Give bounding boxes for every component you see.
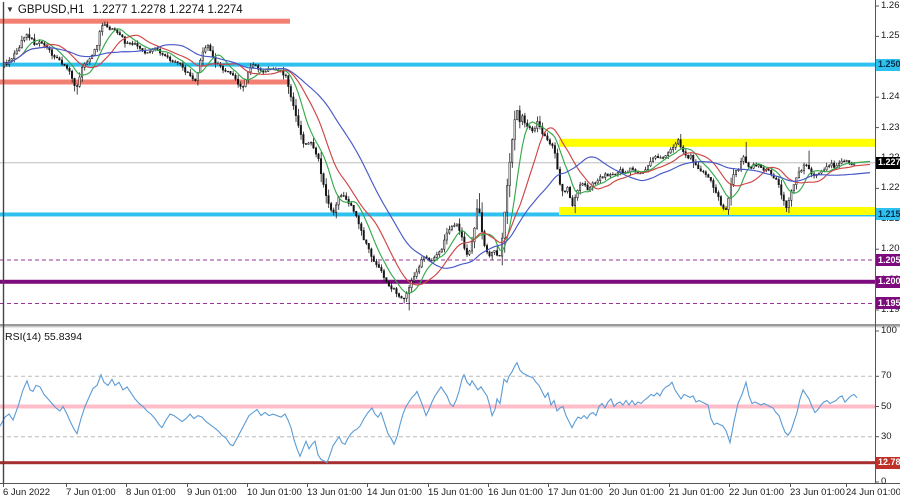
quote-values: 1.2277 1.2278 1.2274 1.2274	[92, 4, 243, 16]
rsi-line	[0, 361, 858, 464]
chart-header: ▼ GBPUSD,H1 1.2277 1.2278 1.2274 1.2274	[6, 4, 243, 16]
level-1-2500-line	[0, 62, 875, 67]
ma-fast-line	[4, 28, 871, 294]
level-1-2155-line	[0, 212, 875, 217]
rsi-50-line	[0, 404, 875, 409]
panel-separator-shade	[0, 326, 900, 328]
resistance-1-2460-line	[0, 79, 290, 85]
support-1-2000-line	[0, 279, 875, 284]
symbol-dropdown-icon[interactable]: ▼	[6, 5, 14, 14]
candle-bodies	[3, 24, 856, 300]
panel-separator	[0, 324, 900, 327]
bid-line-line	[0, 162, 875, 164]
symbol-period-label: GBPUSD,H1	[17, 4, 85, 16]
rsi-indicator-label: RSI(14) 55.8394	[5, 331, 83, 343]
zone-1-2320-line	[559, 138, 875, 147]
ma-medium-line	[4, 34, 871, 286]
axis-ticks	[3, 5, 879, 487]
rsi-low-line	[0, 461, 875, 465]
ma-slow-line	[4, 44, 871, 269]
resistance-1-2600-line	[0, 18, 290, 24]
zone-1-2163-line	[559, 206, 875, 215]
